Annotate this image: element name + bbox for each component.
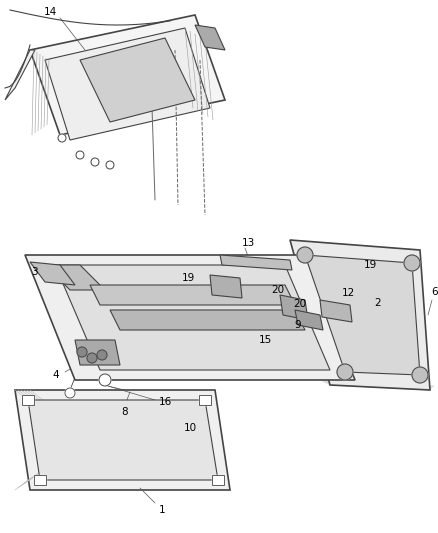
Text: 1: 1 [159,505,165,515]
Circle shape [65,388,75,398]
Bar [34,475,46,485]
Polygon shape [220,255,292,270]
Polygon shape [320,300,352,322]
Text: 6: 6 [432,287,438,297]
Text: 8: 8 [122,407,128,417]
Circle shape [412,367,428,383]
Circle shape [97,350,107,360]
Polygon shape [80,38,195,122]
Bar [22,395,34,405]
Circle shape [99,374,111,386]
Polygon shape [210,275,242,298]
Text: 9: 9 [295,320,301,330]
Polygon shape [28,400,218,480]
Polygon shape [110,310,305,330]
Polygon shape [30,262,75,285]
Text: 20: 20 [272,285,285,295]
Text: 15: 15 [258,335,272,345]
Text: 3: 3 [31,267,37,277]
Circle shape [76,151,84,159]
Polygon shape [15,390,230,490]
Polygon shape [30,15,225,135]
Bar [199,395,211,405]
Text: 2: 2 [374,298,381,308]
Text: 20: 20 [293,299,307,309]
Bar [199,395,211,405]
Polygon shape [75,340,120,365]
Polygon shape [55,265,330,370]
Bar [212,475,224,485]
Circle shape [58,134,66,142]
Polygon shape [90,285,295,305]
Text: 4: 4 [53,370,59,380]
Text: 16: 16 [159,397,172,407]
Polygon shape [195,25,225,50]
Polygon shape [305,255,420,375]
Polygon shape [290,240,430,390]
Bar [22,395,34,405]
Polygon shape [5,50,35,100]
Text: 19: 19 [181,273,194,283]
Text: 10: 10 [184,423,197,433]
Text: 12: 12 [341,288,355,298]
Text: 19: 19 [364,260,377,270]
Circle shape [404,255,420,271]
Circle shape [77,347,87,357]
Polygon shape [25,255,355,380]
Text: 13: 13 [241,238,254,248]
Text: 14: 14 [43,7,57,17]
Circle shape [91,158,99,166]
Polygon shape [45,265,105,290]
Circle shape [87,353,97,363]
Polygon shape [295,310,323,330]
Polygon shape [45,28,210,140]
Bar [212,475,224,485]
Circle shape [297,247,313,263]
Circle shape [337,364,353,380]
Bar [34,475,46,485]
Circle shape [106,161,114,169]
Polygon shape [280,295,308,320]
